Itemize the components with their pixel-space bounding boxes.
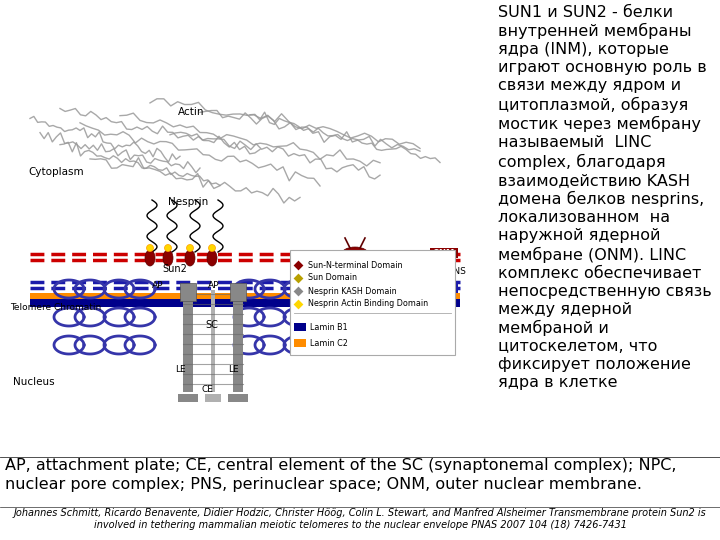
Point: [292, 274, 304, 282]
Text: Sun Domain: Sun Domain: [308, 273, 357, 282]
Ellipse shape: [163, 250, 173, 266]
Ellipse shape: [185, 250, 195, 266]
Text: Lamin B1: Lamin B1: [310, 322, 348, 332]
Bar: [294, 339, 306, 347]
Text: Nesprin KASH Domain: Nesprin KASH Domain: [308, 287, 397, 295]
Ellipse shape: [209, 245, 215, 252]
Bar: [336, 266, 362, 277]
Bar: [230, 283, 246, 301]
Text: Sun-N-terminal Domain: Sun-N-terminal Domain: [308, 260, 402, 269]
Text: Telomere Chromatin: Telomere Chromatin: [10, 303, 102, 312]
Bar: [178, 394, 198, 402]
Text: AP: AP: [208, 281, 220, 290]
Text: AP: AP: [152, 281, 163, 290]
Bar: [430, 248, 458, 258]
Ellipse shape: [341, 247, 369, 263]
Ellipse shape: [186, 245, 194, 252]
Ellipse shape: [164, 245, 171, 252]
Bar: [294, 323, 306, 331]
Text: SC: SC: [205, 320, 218, 330]
Point: [292, 261, 304, 269]
Text: PNS: PNS: [448, 267, 466, 275]
Text: CE: CE: [202, 385, 214, 394]
Bar: [211, 290, 215, 392]
Text: SUN1 и SUN2 - белки
внутренней мембраны
ядра (INM), которые
играют основную роль: SUN1 и SUN2 - белки внутренней мембраны …: [498, 5, 712, 390]
Bar: [180, 283, 196, 301]
Point: [292, 300, 304, 308]
Bar: [30, 299, 460, 307]
Ellipse shape: [146, 245, 153, 252]
Bar: [290, 250, 455, 355]
Text: LE: LE: [175, 365, 186, 374]
Text: Nucleus: Nucleus: [13, 377, 55, 387]
Text: Cytoplasm: Cytoplasm: [28, 167, 84, 177]
Bar: [430, 283, 458, 293]
Text: Actin: Actin: [178, 107, 204, 117]
Text: NPC: NPC: [338, 267, 359, 275]
Text: Sun2: Sun2: [162, 264, 187, 274]
Text: LE: LE: [228, 365, 238, 374]
Bar: [345, 255, 365, 287]
Text: Nesprin Actin Binding Domain: Nesprin Actin Binding Domain: [308, 300, 428, 308]
Ellipse shape: [341, 279, 369, 295]
Text: Johannes Schmitt, Ricardo Benavente, Didier Hodzic, Christer Höög, Colin L. Stew: Johannes Schmitt, Ricardo Benavente, Did…: [14, 508, 706, 530]
Text: ONM: ONM: [433, 248, 455, 258]
Text: Nesprin: Nesprin: [168, 197, 208, 207]
Point: [292, 287, 304, 295]
Bar: [228, 394, 248, 402]
Bar: [183, 290, 193, 392]
Ellipse shape: [346, 311, 364, 319]
Text: AP, attachment plate; CE, central element of the SC (synaptonemal complex); NPC,: AP, attachment plate; CE, central elemen…: [5, 458, 677, 491]
Ellipse shape: [207, 250, 217, 266]
Bar: [205, 394, 221, 402]
Text: INM: INM: [435, 284, 453, 293]
Ellipse shape: [145, 250, 155, 266]
Bar: [30, 293, 460, 301]
Text: Lamin C2: Lamin C2: [310, 339, 348, 348]
Bar: [233, 290, 243, 392]
